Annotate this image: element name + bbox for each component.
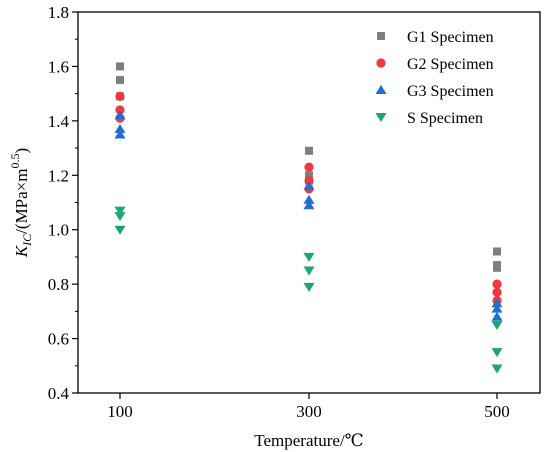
series-3 [114,110,503,321]
y-tick-label: 1.8 [48,3,69,22]
legend-label: S Specimen [407,110,483,127]
data-point [114,110,126,120]
data-point [303,181,315,191]
data-point [116,76,124,85]
data-point [116,62,124,71]
y-axis-title: KIC/(MPa×m0.5) [8,148,34,258]
legend-label: G2 Specimen [407,56,494,73]
x-axis-ticks: 100 300 500 [107,393,510,421]
data-point [114,225,126,235]
y-axis-title-close: ) [12,148,31,154]
data-point [114,129,126,139]
legend-marker [375,113,387,122]
y-axis-title-subscript: IC [20,233,34,247]
data-point [114,212,126,222]
data-point [492,287,502,297]
x-tick-label: 300 [296,402,322,421]
data-point [491,303,503,313]
y-tick-label: 0.4 [48,384,70,403]
y-tick-label: 0.8 [48,275,69,294]
data-point [303,282,315,292]
data-point [304,162,314,172]
data-point [491,320,503,330]
y-tick-label: 1.2 [48,166,69,185]
data-point [305,171,313,180]
data-point [303,266,315,276]
y-axis-ticks: 0.4 0.6 0.8 1.0 1.2 1.4 1.6 1.8 [48,3,78,403]
data-point [493,247,501,256]
legend-marker [375,85,387,94]
series-4 [114,206,503,374]
y-tick-label: 0.6 [48,330,69,349]
data-points [114,62,503,374]
data-point [491,298,503,308]
y-tick-label: 1.0 [48,221,69,240]
data-point [491,364,503,374]
legend-marker [377,32,385,40]
y-tick-label: 1.4 [48,112,70,131]
legend-label: G1 Specimen [407,29,494,46]
data-point [303,194,315,204]
y-axis-title-units: /(MPa×m [12,169,31,234]
data-point [115,105,125,115]
y-axis-title-exponent: 0.5 [8,154,22,169]
data-point [114,206,126,216]
x-axis-title: Temperature/℃ [254,431,363,450]
data-point [492,279,502,289]
y-axis-title-k: K [12,244,31,258]
data-point [493,263,501,272]
data-point [115,91,125,101]
data-point [304,176,314,186]
data-point [491,311,503,321]
data-point [114,124,126,134]
legend-label: G3 Specimen [407,83,494,100]
legend-marker [376,58,386,68]
x-tick-label: 500 [484,402,510,421]
x-tick-label: 100 [107,402,133,421]
data-point [303,252,315,262]
data-point [305,146,313,155]
legend: G1 Specimen G2 Specimen G3 Specimen S Speci… [375,29,494,127]
data-point [491,348,503,358]
y-tick-label: 1.6 [48,57,69,76]
data-point [303,200,315,210]
